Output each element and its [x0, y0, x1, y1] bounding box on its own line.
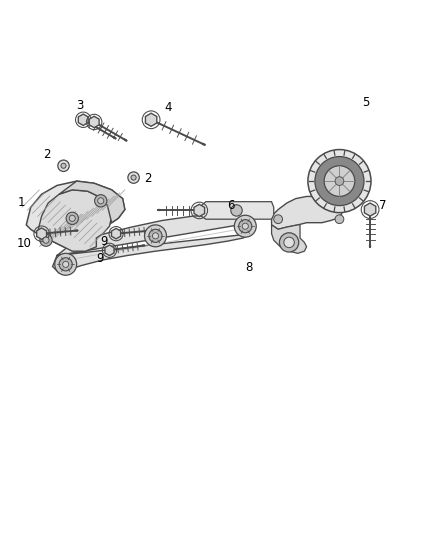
Circle shape: [55, 253, 77, 275]
Polygon shape: [194, 204, 205, 216]
Circle shape: [69, 215, 75, 221]
Circle shape: [58, 160, 69, 172]
Circle shape: [279, 233, 299, 252]
Circle shape: [63, 261, 69, 268]
Polygon shape: [37, 190, 112, 251]
Polygon shape: [37, 228, 46, 239]
Text: 6: 6: [227, 199, 235, 212]
Circle shape: [43, 237, 49, 243]
Polygon shape: [199, 201, 274, 219]
Polygon shape: [53, 215, 252, 273]
Text: 9: 9: [96, 252, 104, 265]
Circle shape: [128, 172, 139, 183]
Circle shape: [131, 175, 136, 180]
Circle shape: [234, 215, 256, 237]
Polygon shape: [112, 229, 120, 239]
Text: 3: 3: [77, 99, 84, 112]
Circle shape: [145, 225, 166, 247]
Circle shape: [231, 205, 242, 216]
Text: 4: 4: [164, 101, 172, 115]
Circle shape: [315, 157, 364, 206]
Circle shape: [66, 212, 78, 224]
Polygon shape: [272, 197, 342, 229]
Circle shape: [284, 237, 294, 248]
Circle shape: [59, 258, 72, 271]
Circle shape: [335, 177, 344, 185]
Text: 5: 5: [362, 96, 369, 109]
Circle shape: [242, 223, 248, 229]
Circle shape: [335, 215, 344, 223]
Circle shape: [40, 234, 52, 246]
Text: 9: 9: [100, 235, 108, 248]
Polygon shape: [145, 113, 157, 126]
Circle shape: [152, 233, 159, 239]
Text: 8: 8: [245, 261, 252, 274]
Circle shape: [98, 198, 104, 204]
Circle shape: [95, 195, 107, 207]
Polygon shape: [364, 203, 376, 216]
Polygon shape: [59, 181, 125, 223]
Circle shape: [324, 166, 355, 197]
Circle shape: [239, 220, 252, 233]
Text: 10: 10: [17, 237, 32, 250]
Text: 2: 2: [43, 148, 51, 161]
Text: 7: 7: [379, 199, 387, 212]
Polygon shape: [272, 225, 307, 253]
Polygon shape: [26, 181, 125, 251]
Text: 1: 1: [17, 197, 25, 209]
Polygon shape: [78, 114, 88, 125]
Circle shape: [274, 215, 283, 223]
Text: 2: 2: [144, 172, 152, 185]
Circle shape: [149, 229, 162, 243]
Polygon shape: [89, 116, 99, 128]
Circle shape: [61, 163, 66, 168]
Polygon shape: [105, 245, 114, 255]
Circle shape: [308, 150, 371, 213]
